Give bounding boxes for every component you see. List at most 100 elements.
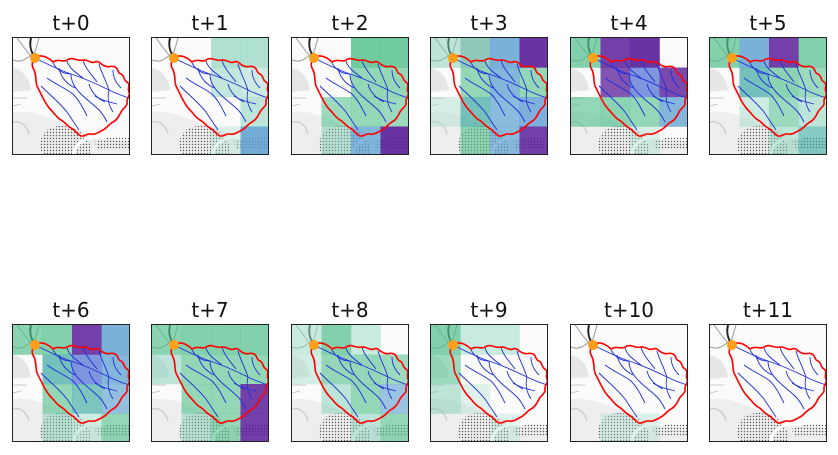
- forecast-grid: [211, 38, 268, 154]
- grid-cell: [351, 413, 381, 441]
- river-network: [731, 57, 826, 131]
- grid-cell: [769, 126, 799, 154]
- outlet-marker: [30, 340, 40, 350]
- grid-cell: [42, 354, 73, 385]
- grid-cell: [431, 354, 461, 385]
- grid-cell: [490, 413, 520, 441]
- grid-cell: [380, 384, 408, 414]
- grid-cell: [181, 413, 212, 441]
- forecast-grid: [571, 38, 687, 154]
- grid-cell: [519, 126, 547, 154]
- river-network: [592, 344, 687, 418]
- forecast-grid: [13, 325, 129, 441]
- map-canvas: [152, 325, 268, 441]
- grid-cell: [630, 126, 660, 154]
- grid-cell: [798, 126, 826, 154]
- map-canvas: [431, 325, 547, 441]
- grid-cell: [460, 126, 491, 154]
- panel-title: t+5: [749, 11, 787, 35]
- grid-cell: [571, 97, 601, 127]
- grid-cell: [101, 384, 129, 414]
- river-network: [34, 344, 129, 418]
- river-network: [173, 57, 268, 131]
- river-network: [452, 57, 547, 131]
- catchment-boundary: [589, 55, 687, 137]
- outlet-marker: [727, 53, 737, 63]
- panel-title: t+1: [191, 11, 229, 35]
- grid-cell: [72, 325, 102, 355]
- grid-cell: [769, 38, 799, 68]
- grid-cell: [380, 97, 408, 127]
- outlet-marker: [30, 53, 40, 63]
- grid-cell: [351, 384, 381, 414]
- map-panel: [12, 324, 130, 442]
- map-panel: [570, 37, 688, 155]
- grid-cell: [460, 67, 491, 98]
- grid-cell: [211, 38, 241, 68]
- map-canvas: [292, 38, 408, 154]
- grid-cell: [211, 413, 241, 441]
- grid-cell: [292, 354, 322, 385]
- grid-cell: [152, 325, 182, 355]
- map-canvas: [13, 38, 129, 154]
- grid-cell: [600, 67, 631, 98]
- basemap: [13, 38, 129, 154]
- map-canvas: [292, 325, 408, 441]
- panel-title: t+7: [191, 298, 229, 322]
- grid-cell: [351, 354, 381, 385]
- map-panel: [709, 324, 827, 442]
- grid-cell: [211, 384, 241, 414]
- catchment-boundary: [31, 342, 129, 424]
- grid-cell: [659, 97, 687, 127]
- grid-cell: [490, 97, 520, 127]
- grid-cell: [380, 38, 408, 68]
- outlet-marker: [169, 53, 179, 63]
- grid-cell: [152, 354, 182, 385]
- map-canvas: [710, 325, 826, 441]
- grid-cell: [42, 413, 73, 441]
- basemap: [710, 325, 826, 441]
- grid-cell: [351, 67, 381, 98]
- grid-cell: [351, 325, 381, 355]
- river-network: [313, 57, 408, 131]
- grid-cell: [240, 325, 268, 355]
- grid-cell: [101, 413, 129, 441]
- grid-cell: [600, 413, 631, 441]
- grid-cell: [72, 413, 102, 441]
- grid-cell: [321, 126, 352, 154]
- catchment-boundary: [728, 55, 826, 137]
- map-canvas: [710, 38, 826, 154]
- catchment-boundary: [31, 55, 129, 137]
- outlet-marker: [588, 340, 598, 350]
- forecast-grid: [600, 413, 660, 441]
- catchment-boundary: [310, 55, 408, 137]
- catchment-boundary: [170, 342, 268, 424]
- grid-cell: [211, 126, 241, 154]
- grid-cell: [240, 413, 268, 441]
- map-panel: [709, 37, 827, 155]
- grid-cell: [292, 325, 322, 355]
- catchment-boundary: [449, 55, 547, 137]
- panel-title: t+8: [331, 298, 369, 322]
- outlet-marker: [588, 53, 598, 63]
- grid-cell: [431, 38, 461, 68]
- grid-cell: [630, 413, 660, 441]
- grid-cell: [571, 38, 601, 68]
- map-panel: [291, 324, 409, 442]
- river-network: [34, 57, 129, 131]
- outlet-marker: [448, 53, 458, 63]
- map-panel: [430, 324, 548, 442]
- panel-title: t+3: [470, 11, 508, 35]
- grid-cell: [490, 38, 520, 68]
- grid-cell: [240, 384, 268, 414]
- map-panel: [151, 324, 269, 442]
- catchment-boundary: [310, 342, 408, 424]
- outlet-marker: [309, 53, 319, 63]
- catchment-boundary: [589, 342, 687, 424]
- grid-cell: [351, 126, 381, 154]
- grid-cell: [321, 354, 352, 385]
- grid-cell: [13, 325, 43, 355]
- outlet-marker: [448, 340, 458, 350]
- panel-title: t+0: [52, 11, 90, 35]
- grid-cell: [490, 67, 520, 98]
